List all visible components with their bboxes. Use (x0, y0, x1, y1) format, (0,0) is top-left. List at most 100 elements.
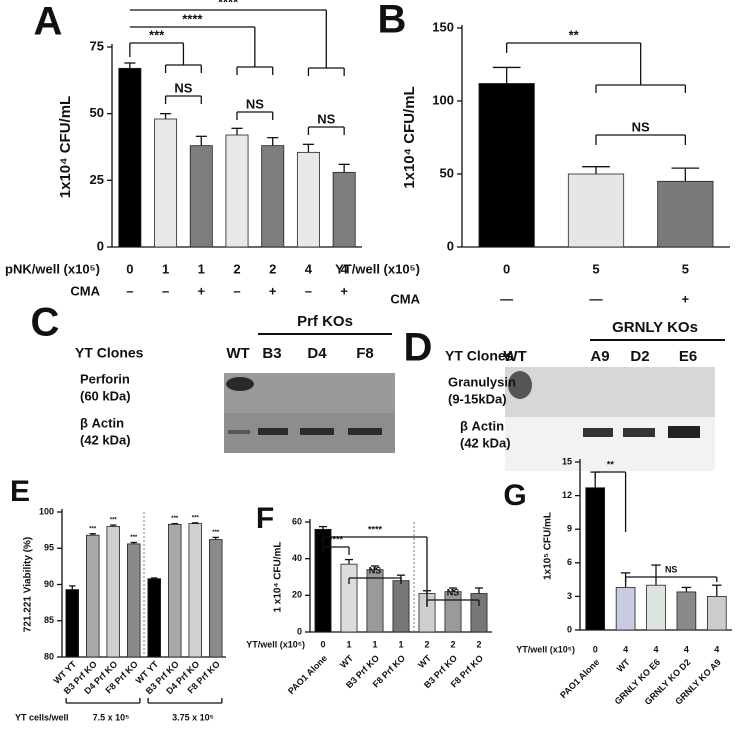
y-tick-label: 9 (567, 524, 572, 534)
y-tick-label: 100 (432, 92, 454, 107)
y-tick-label: 12 (562, 490, 572, 500)
blot-image-c (224, 373, 395, 453)
y-tick-label: 60 (292, 516, 302, 526)
x-tick-label: 4 (684, 644, 689, 654)
y-tick-label: 80 (44, 651, 54, 661)
significance-label: NS (317, 111, 335, 126)
bar (65, 589, 80, 658)
band-size: (60 kDa) (80, 388, 131, 403)
significance-label: NS (369, 565, 382, 575)
bar (676, 591, 697, 631)
y-tick-label: 50 (90, 105, 104, 120)
y-axis-label: 1 x10⁴ CFU/mL (273, 541, 284, 612)
bar (615, 587, 636, 631)
x-tick-label: 1 (398, 639, 403, 649)
x-tick-label: + (682, 291, 690, 306)
bar (225, 134, 249, 248)
band-name: β Actin (80, 415, 124, 430)
x-tick-label: 4 (714, 644, 719, 654)
significance-label: *** (149, 27, 165, 42)
panel-letter: D (404, 326, 433, 370)
significance-label: NS (632, 119, 650, 134)
y-tick-label: 15 (562, 456, 572, 466)
panel-letter: C (31, 301, 60, 345)
bar (261, 145, 285, 248)
y-tick-label: 25 (90, 172, 104, 187)
x-row-label: YT/well (x10⁵) (335, 261, 420, 276)
bar (340, 563, 358, 633)
group-label: GRNLY KOs (612, 319, 698, 336)
bar (366, 569, 384, 633)
significance-label: ** (569, 27, 580, 42)
group-label: 3.75 x 10⁵ (172, 712, 214, 722)
bar (567, 173, 625, 248)
x-tick-label: 1 (372, 639, 377, 649)
y-tick-label: 20 (292, 590, 302, 600)
lane-label: E6 (679, 348, 697, 365)
band-size: (9-15kDa) (448, 391, 507, 406)
x-tick-label: PAO1 Alone (286, 653, 329, 696)
x-row-label: CMA (390, 291, 420, 306)
x-tick-label: WT (338, 653, 355, 670)
significance-label: *** (130, 535, 138, 541)
bar (189, 145, 213, 248)
significance-label: *** (89, 526, 97, 532)
bar (646, 584, 666, 631)
group-label: 7.5 x 10⁵ (93, 712, 130, 722)
significance-label: **** (368, 524, 383, 534)
panel-letter: G (503, 479, 526, 512)
significance-label: NS (246, 96, 264, 111)
x-tick-label: — (500, 291, 513, 306)
lane-label: B3 (262, 345, 281, 362)
band-name: β Actin (460, 418, 504, 433)
y-axis-label: 721.221 Viability (%) (23, 537, 34, 632)
significance-label: NS (447, 587, 460, 597)
y-tick-label: 85 (44, 615, 54, 625)
x-row-label: CMA (70, 283, 100, 298)
panel-letter: A (34, 0, 63, 44)
x-tick-label: 5 (682, 261, 689, 276)
y-tick-label: 90 (44, 579, 54, 589)
y-axis-label: 1x10⁵ CFU/mL (543, 512, 554, 580)
significance-label: *** (212, 530, 220, 536)
band-name: Granulysin (448, 374, 516, 389)
significance-label: *** (171, 516, 179, 522)
x-tick-label: + (269, 283, 277, 298)
y-tick-label: 50 (440, 165, 454, 180)
x-tick-label: – (233, 283, 240, 298)
bar (314, 528, 332, 633)
significance-label: NS (174, 80, 192, 95)
lane-label: WT (226, 345, 249, 362)
y-tick-label: 100 (39, 506, 54, 516)
band-size: (42 kDa) (460, 435, 511, 450)
x-tick-label: 1 (346, 639, 351, 649)
panel-letter: B (378, 0, 407, 42)
x-tick-label: 0 (593, 644, 598, 654)
x-row-label: YT/well (x10⁵) (516, 644, 575, 654)
x-row-label: YT/well (x10⁵) (246, 639, 305, 649)
bar (147, 578, 162, 658)
x-tick-label: 0 (503, 261, 510, 276)
lane-label: WT (503, 348, 526, 365)
x-tick-label: 2 (450, 639, 455, 649)
bar (154, 118, 178, 248)
y-tick-label: 0 (447, 238, 454, 253)
significance-label: ** (607, 459, 615, 469)
bar (85, 534, 100, 658)
x-tick-label: 4 (653, 644, 658, 654)
lane-label: D2 (630, 348, 649, 365)
bar (208, 539, 223, 658)
x-tick-label: 5 (592, 261, 599, 276)
bar (444, 591, 462, 633)
bar (392, 580, 410, 633)
lane-label: D4 (307, 345, 327, 362)
x-tick-label: 2 (476, 639, 481, 649)
y-tick-label: 0 (567, 624, 572, 634)
y-axis-label: 1x10⁴ CFU/mL (57, 96, 74, 198)
x-tick-label: 4 (623, 644, 628, 654)
band-name: Perforin (80, 371, 130, 386)
x-tick-label: + (340, 283, 348, 298)
bar (167, 523, 182, 658)
significance-label: **** (218, 0, 239, 9)
